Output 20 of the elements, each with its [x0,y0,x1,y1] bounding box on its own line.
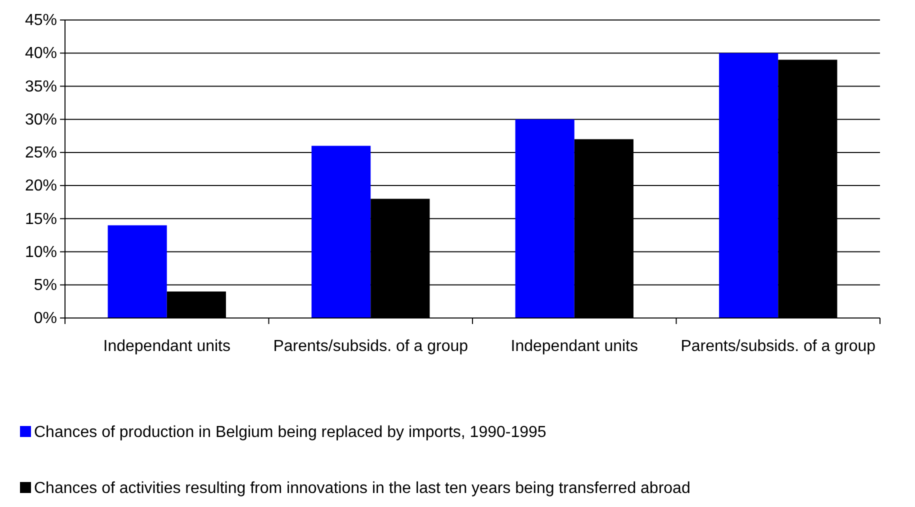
y-tick-label: 20% [24,178,57,195]
y-tick-label: 35% [24,78,57,96]
y-tick-label: 10% [24,244,57,261]
legend-label: Chances of activities resulting from innovations in the last ten years being transferred abroad [34,480,690,497]
bar [515,119,574,318]
x-tick-label: Independant units [103,338,230,355]
y-tick-label: 5% [34,277,57,294]
y-tick-label: 45% [24,12,57,30]
y-tick-label: 0% [34,310,57,328]
y-tick-label: 15% [24,210,57,228]
legend-label: Chances of production in Belgium being replaced by imports, 1990-1995 [34,424,546,441]
x-tick-label: Independant units [510,338,638,355]
bar [108,225,167,318]
y-tick-label: 25% [24,144,57,162]
y-tick-label: 30% [24,111,57,128]
bar [719,53,778,318]
x-tick-label: Parents/subsids. of a group [680,338,876,355]
y-tick-label: 40% [24,45,57,62]
bar [312,146,371,318]
x-tick-label: Parents/subsids. of a group [273,338,468,355]
